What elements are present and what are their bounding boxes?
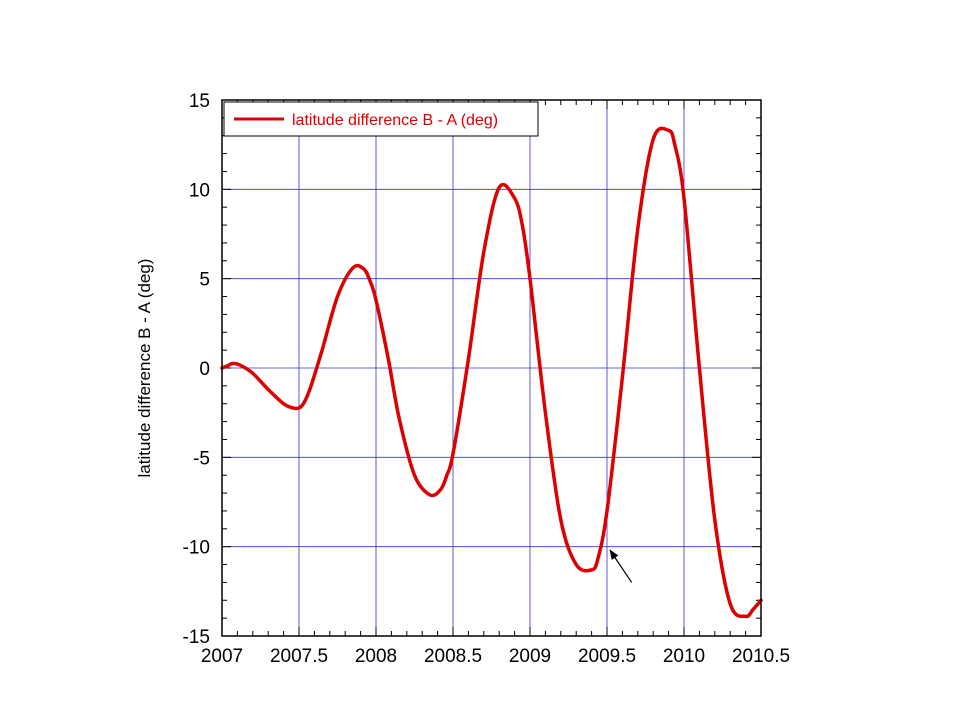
x-tick-label: 2007.5 [270, 646, 328, 667]
tick-labels: 2007 2007.5 2008 2008.5 2009 2009.5 2010 2010.5… [183, 91, 791, 667]
series-line [220, 126, 763, 619]
x-tick-label: 2010.5 [732, 646, 790, 667]
y-tick-label: 10 [189, 180, 210, 201]
y-tick-label: -10 [183, 538, 210, 559]
x-tick-label: 2007 [201, 646, 243, 667]
legend: latitude difference B - A (deg) [223, 101, 539, 137]
y-tick-label: 15 [189, 91, 210, 112]
y-tick-label: 0 [199, 359, 210, 380]
y-axis-label: latitude difference B - A (deg) [135, 259, 154, 478]
x-tick-label: 2009 [509, 646, 551, 667]
x-tick-label: 2009.5 [578, 646, 636, 667]
legend-label: latitude difference B - A (deg) [292, 112, 498, 129]
x-tick-label: 2010 [663, 646, 705, 667]
y-tick-label: -5 [193, 448, 210, 469]
x-tick-label: 2008 [355, 646, 397, 667]
x-tick-label: 2008.5 [424, 646, 482, 667]
y-tick-label: -15 [183, 627, 210, 648]
series-group [220, 126, 763, 619]
y-tick-label: 5 [199, 270, 210, 291]
plot-frame [221, 99, 762, 637]
annotation-arrow [609, 549, 633, 583]
